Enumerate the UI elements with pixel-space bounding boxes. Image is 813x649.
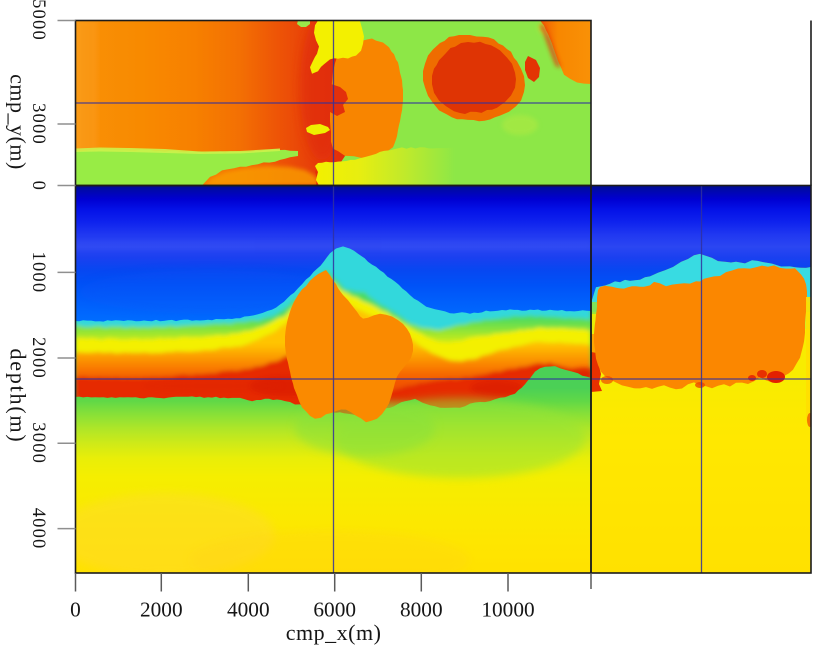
svg-text:6000: 6000 (313, 598, 356, 622)
svg-text:8000: 8000 (400, 598, 443, 622)
svg-text:1000: 1000 (28, 251, 48, 293)
svg-text:2000: 2000 (28, 337, 48, 379)
svg-text:2000: 2000 (140, 598, 183, 622)
svg-text:cmp_x(m): cmp_x(m) (286, 620, 382, 645)
svg-text:depth(m): depth(m) (6, 348, 31, 443)
svg-text:5000: 5000 (28, 0, 48, 41)
svg-text:cmp_y(m): cmp_y(m) (6, 74, 31, 170)
svg-text:10000: 10000 (481, 598, 534, 622)
svg-text:3000: 3000 (28, 103, 48, 145)
svg-text:3000: 3000 (28, 422, 48, 464)
svg-text:4000: 4000 (227, 598, 270, 622)
svg-text:0: 0 (28, 181, 48, 191)
svg-text:4000: 4000 (28, 508, 48, 550)
svg-text:0: 0 (70, 598, 81, 622)
